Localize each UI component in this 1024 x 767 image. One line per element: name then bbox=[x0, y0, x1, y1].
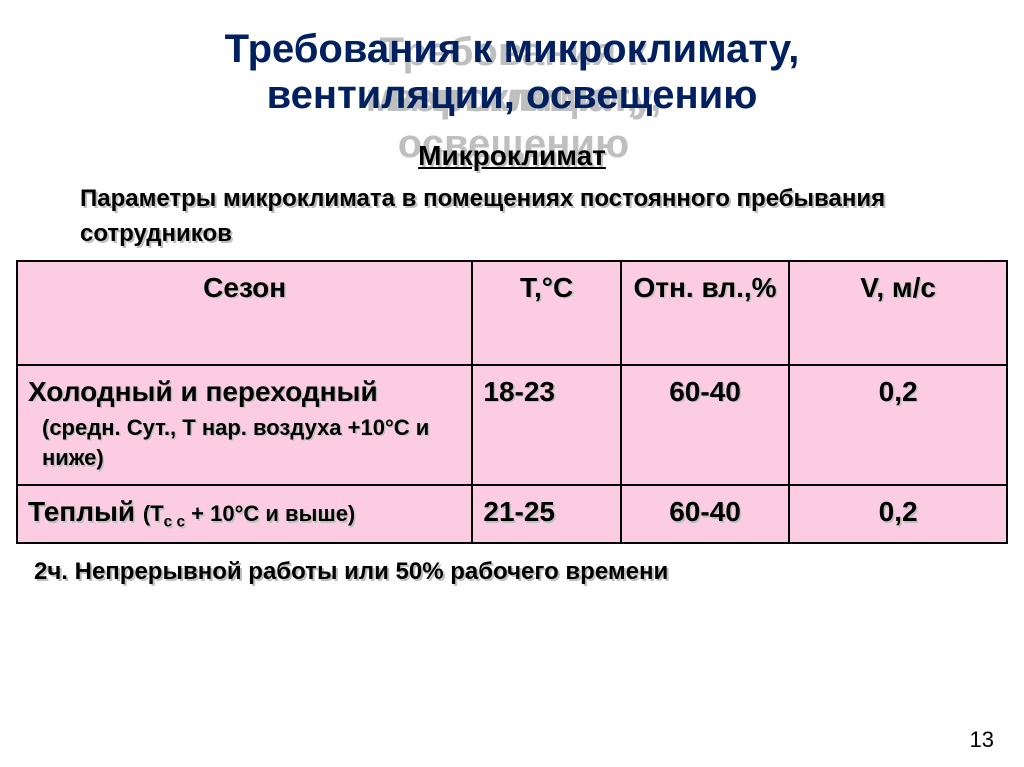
slide-title: Требования к микроклимату, Требования к … bbox=[16, 26, 1008, 118]
table-header-row: СезонСезон T,°CT,°C Отн. вл.,%Отн. вл.,%… bbox=[17, 261, 1007, 365]
season-warm-note: (Тс с + 10°С и выше) bbox=[143, 501, 355, 526]
cell-v-cold: 0,20,2 bbox=[789, 365, 1007, 486]
microclimate-table: СезонСезон T,°CT,°C Отн. вл.,%Отн. вл.,%… bbox=[16, 260, 1008, 544]
cell-rh-warm: 60-4060-40 bbox=[621, 485, 789, 543]
subheading: Микроклимат Микроклимат bbox=[16, 140, 1008, 172]
table-row: Холодный и переходный(средн. Сут., Т нар… bbox=[17, 365, 1007, 486]
cell-rh-cold: 60-4060-40 bbox=[621, 365, 789, 486]
cell-season-cold: Холодный и переходный(средн. Сут., Т нар… bbox=[17, 365, 472, 486]
page-number: 13 bbox=[970, 727, 994, 753]
footnote: 2ч. Непрерывной работы или 50% рабочего … bbox=[16, 544, 1008, 586]
cell-season-warm: Теплый (Тс с + 10°С и выше) Теплый (Тс с… bbox=[17, 485, 472, 543]
cell-t-warm: 21-2521-25 bbox=[472, 485, 621, 543]
th-temperature: T,°CT,°C bbox=[472, 261, 621, 365]
title-line2: вентиляции, освещению bbox=[267, 73, 758, 117]
th-velocity: V, м/сV, м/с bbox=[789, 261, 1007, 365]
table-row: Теплый (Тс с + 10°С и выше) Теплый (Тс с… bbox=[17, 485, 1007, 543]
title-line1: Требования к микроклимату, bbox=[225, 27, 800, 71]
cell-t-cold: 18-2318-23 bbox=[472, 365, 621, 486]
intro-paragraph: Параметры микроклимата в помещениях пост… bbox=[16, 182, 1008, 252]
cell-v-warm: 0,20,2 bbox=[789, 485, 1007, 543]
th-season: СезонСезон bbox=[17, 261, 472, 365]
th-humidity: Отн. вл.,%Отн. вл.,% bbox=[621, 261, 789, 365]
